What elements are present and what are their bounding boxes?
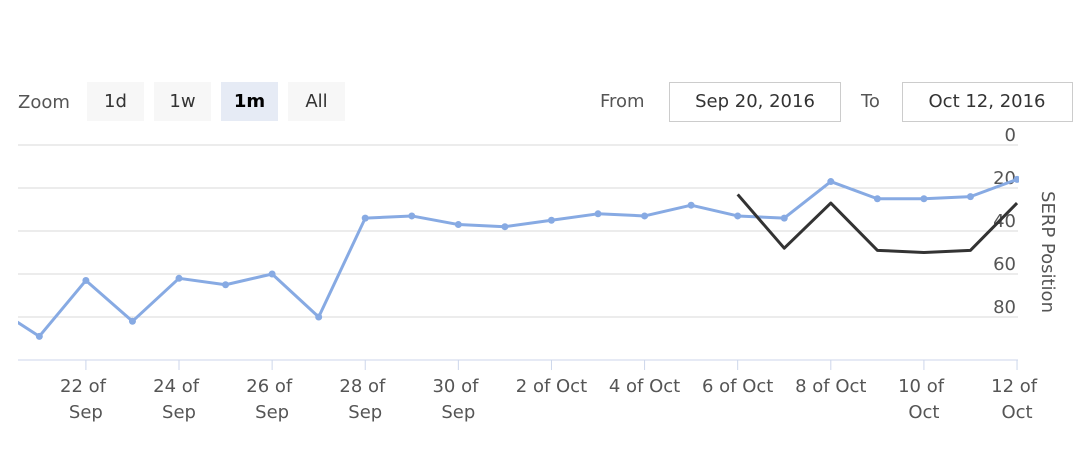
zoom-button[interactable] <box>288 82 345 121</box>
point <box>827 178 835 186</box>
zoom-button[interactable] <box>87 82 144 121</box>
point <box>687 201 695 209</box>
point <box>920 195 928 203</box>
zoom-label: Zoom <box>18 92 70 113</box>
to-value[interactable]: Oct 12, 2016 <box>929 91 1046 112</box>
to-input[interactable] <box>902 82 1073 122</box>
zoom-button[interactable] <box>154 82 211 121</box>
grid: 0 20 40 60 80 22 of Sep 24 of Sep 26 of Sep 28 o… <box>18 125 1043 423</box>
y-tick-label: 60 <box>993 254 1016 275</box>
y-tick-label: 0 <box>1005 125 1016 146</box>
x-tick-label: 22 of Sep <box>60 376 112 423</box>
point <box>128 317 136 325</box>
point <box>780 214 788 222</box>
y-tick-label: 80 <box>993 297 1016 318</box>
point <box>268 270 276 278</box>
x-tick-label: 2 of Oct <box>516 376 587 397</box>
point <box>1013 175 1019 183</box>
x-tick-label: 28 of Sep <box>339 376 391 423</box>
point <box>361 214 369 222</box>
x-tick-label: 10 of Oct <box>898 376 950 423</box>
zoom-button-label[interactable]: All <box>305 91 327 112</box>
point <box>641 212 649 220</box>
from-label: From <box>600 91 645 112</box>
x-tick-label: 6 of Oct <box>702 376 773 397</box>
x-tick-label: 24 of Sep <box>153 376 205 423</box>
point <box>175 274 183 282</box>
point <box>222 281 230 289</box>
point <box>408 212 416 220</box>
point <box>966 193 974 201</box>
x-tick-label: 30 of Sep <box>432 376 484 423</box>
zoom-button-label[interactable]: 1m <box>234 91 265 112</box>
from-input[interactable] <box>669 82 841 122</box>
point <box>35 332 43 340</box>
y-tick-label: 40 <box>993 211 1016 232</box>
zoom-button-label[interactable]: 1w <box>169 91 195 112</box>
point <box>315 313 323 321</box>
zoom-buttons: 1d 1w 1m All <box>87 82 345 121</box>
point <box>873 195 881 203</box>
point <box>594 210 602 218</box>
to-label: To <box>860 91 880 112</box>
series-line <box>18 177 1018 338</box>
point <box>547 216 555 224</box>
point <box>501 223 509 231</box>
from-value[interactable]: Sep 20, 2016 <box>695 91 815 112</box>
x-tick-label: 12 of Oct <box>991 376 1043 423</box>
x-tick-label: 8 of Oct <box>795 376 866 397</box>
point <box>454 221 462 229</box>
point <box>82 276 90 284</box>
x-tick-label: 4 of Oct <box>609 376 680 397</box>
series-line <box>736 193 1019 254</box>
plot-area <box>18 175 1019 340</box>
zoom-button-label[interactable]: 1d <box>104 91 127 112</box>
x-tick-label: 26 of Sep <box>246 376 298 423</box>
point <box>734 212 742 220</box>
y-axis-title: SERP Position <box>1037 191 1058 313</box>
y-tick-label: 20 <box>993 168 1016 189</box>
zoom-button[interactable] <box>221 82 278 121</box>
